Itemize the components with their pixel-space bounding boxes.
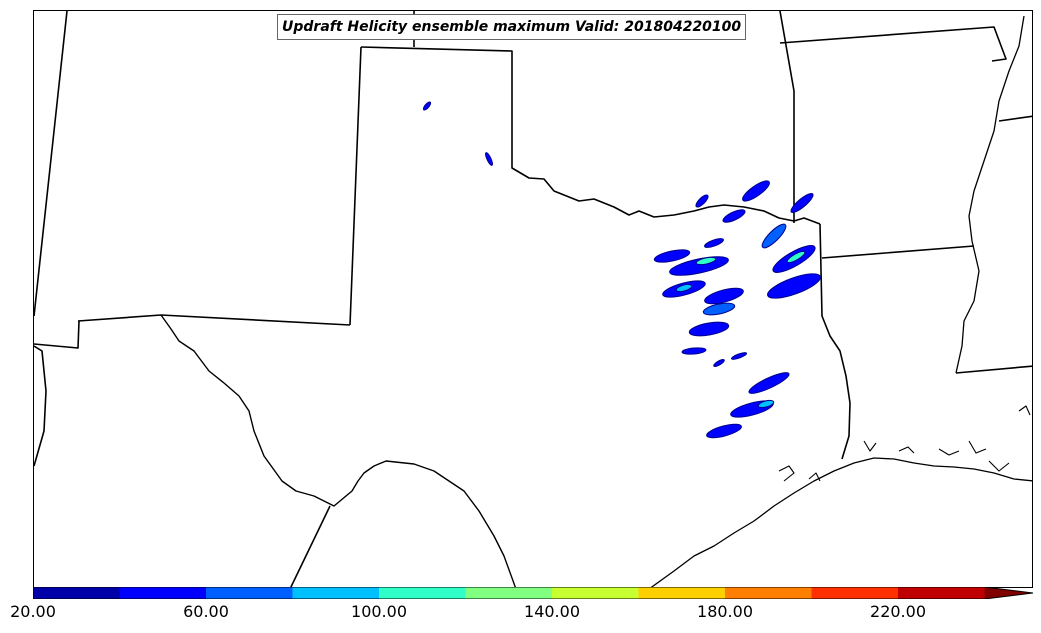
uh-swath bbox=[704, 238, 724, 248]
state-line-ky bbox=[998, 115, 1032, 122]
uh-swath bbox=[653, 249, 691, 263]
colorbar-tick-label: 220.00 bbox=[870, 602, 926, 621]
border-mexico-southwest bbox=[290, 505, 331, 587]
colorbar-tick-label: 100.00 bbox=[351, 602, 407, 621]
colorbar-outline bbox=[33, 587, 1033, 599]
uh-swath bbox=[702, 302, 736, 316]
state-line-ar-west bbox=[819, 223, 851, 460]
uh-swath bbox=[790, 192, 814, 214]
uh-swath bbox=[757, 399, 775, 409]
colorbar-segment bbox=[33, 587, 120, 599]
uh-swath bbox=[485, 152, 493, 166]
uh-swath bbox=[704, 287, 744, 305]
colorbar-tick-label: 60.00 bbox=[183, 602, 229, 621]
colorbar-segment bbox=[725, 587, 812, 599]
state-line-ar-mo bbox=[821, 245, 975, 259]
uh-swath bbox=[681, 347, 707, 355]
river-rio-grande bbox=[160, 314, 517, 587]
colorbar-extend-arrow bbox=[984, 587, 1033, 599]
uh-swath bbox=[706, 423, 742, 439]
colorbar-segment bbox=[119, 587, 207, 599]
coastline-gulf bbox=[650, 457, 1032, 587]
state-line-tx-panhandle-south bbox=[34, 320, 80, 349]
map-panel bbox=[33, 10, 1033, 588]
state-line-ok-north bbox=[360, 46, 821, 225]
colorbar-segment bbox=[292, 587, 380, 599]
state-line-nm-west bbox=[34, 11, 68, 317]
updraft-helicity-contours bbox=[422, 101, 821, 439]
uh-swath bbox=[695, 194, 709, 208]
colorbar-tick-label: 20.00 bbox=[10, 602, 56, 621]
colorbar-tick-label: 180.00 bbox=[697, 602, 753, 621]
uh-swath bbox=[675, 283, 693, 293]
map-title: Updraft Helicity ensemble maximum Valid:… bbox=[277, 14, 747, 40]
colorbar-segment bbox=[206, 587, 293, 599]
colorbar-segment bbox=[811, 587, 899, 599]
river-mississippi bbox=[955, 15, 1025, 374]
state-boundaries bbox=[34, 11, 1032, 587]
uh-swath bbox=[786, 250, 806, 264]
colorbar-tick-label: 140.00 bbox=[524, 602, 580, 621]
uh-swath bbox=[730, 352, 748, 360]
uh-swath bbox=[422, 101, 432, 111]
uh-swath bbox=[767, 273, 821, 299]
uh-swath bbox=[688, 321, 730, 337]
uh-swath bbox=[742, 180, 770, 202]
uh-swath bbox=[722, 209, 746, 223]
state-line-ar-la bbox=[955, 365, 1032, 374]
colorbar-segment bbox=[465, 587, 553, 599]
uh-swath bbox=[761, 223, 787, 249]
state-line-nm-tx-south bbox=[77, 314, 351, 326]
uh-swath bbox=[695, 256, 717, 266]
colorbar-segment bbox=[552, 587, 639, 599]
uh-swath bbox=[748, 372, 790, 394]
colorbar-segment bbox=[638, 587, 726, 599]
state-line-mo-il bbox=[779, 26, 1007, 62]
map-canvas bbox=[34, 11, 1032, 587]
colorbar-segment bbox=[379, 587, 466, 599]
state-line-ks-mo bbox=[779, 11, 795, 223]
border-mexico-west bbox=[34, 345, 47, 467]
colorbar-tick-labels: 20.00 60.00 100.00 140.00 180.00 220.00 bbox=[0, 602, 1041, 626]
colorbar-segment bbox=[898, 587, 985, 599]
state-line-nm-east bbox=[349, 46, 362, 326]
uh-swath bbox=[713, 359, 725, 367]
coastline-bays bbox=[778, 405, 1031, 482]
colorbar bbox=[33, 587, 1033, 599]
